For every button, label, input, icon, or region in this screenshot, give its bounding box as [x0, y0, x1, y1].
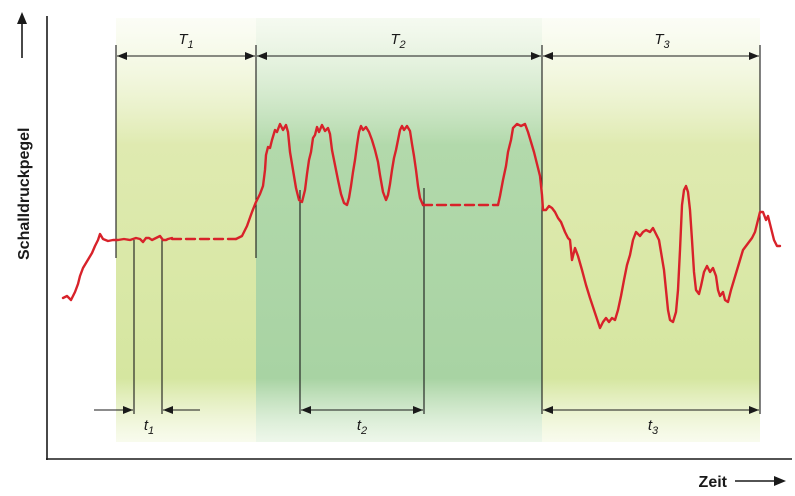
- interval-label-1: t1: [144, 417, 154, 437]
- arrowhead: [257, 52, 267, 60]
- y-axis-label: Schalldruckpegel: [16, 128, 33, 261]
- signal-segment-1: [61, 232, 174, 302]
- period-label-1: T1: [178, 31, 193, 51]
- arrowhead: [123, 406, 133, 414]
- arrowhead: [117, 52, 127, 60]
- interval-label-3: t3: [648, 417, 659, 437]
- arrowhead: [531, 52, 541, 60]
- arrowhead: [163, 406, 173, 414]
- x-axis-arrowhead: [774, 476, 786, 486]
- arrowhead: [245, 52, 255, 60]
- signal-trace: [61, 122, 782, 330]
- arrowhead: [543, 52, 553, 60]
- signal-segment-3: [496, 122, 782, 330]
- arrowhead: [749, 52, 759, 60]
- arrowhead: [413, 406, 423, 414]
- period-band-2: [256, 18, 542, 442]
- arrowhead: [749, 406, 759, 414]
- signal-segment-2: [234, 122, 425, 241]
- x-axis-label: Zeit: [699, 474, 728, 491]
- period-band-1: [116, 18, 256, 442]
- arrowhead: [301, 406, 311, 414]
- arrowhead: [543, 406, 553, 414]
- y-axis-arrowhead: [17, 12, 27, 24]
- interval-label-2: t2: [357, 417, 367, 437]
- period-label-3: T3: [654, 31, 670, 51]
- period-label-2: T2: [390, 31, 405, 51]
